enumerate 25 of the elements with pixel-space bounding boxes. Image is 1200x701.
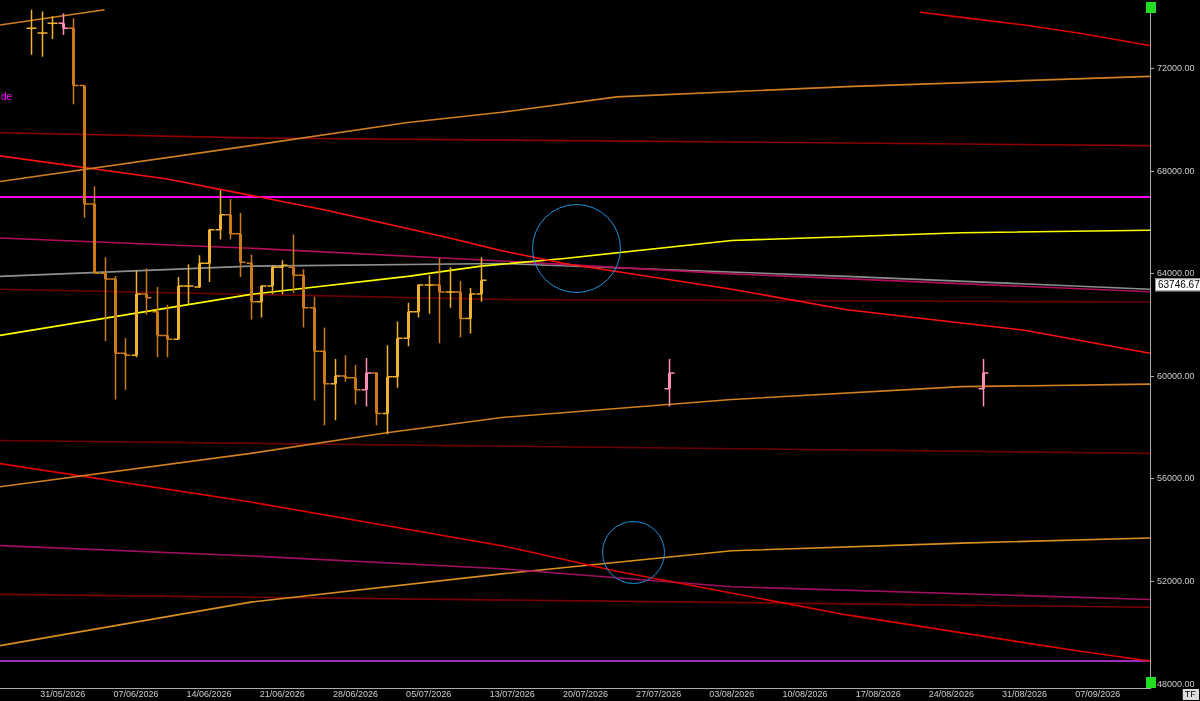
y-tick-label: 64000.00 — [1157, 268, 1195, 279]
x-tick-label: 20/07/2026 — [562, 688, 608, 699]
x-tick-label: 07/09/2026 — [1075, 688, 1121, 699]
y-tick-label: 52000.00 — [1157, 576, 1195, 587]
y-tick-label: 68000.00 — [1157, 165, 1195, 176]
x-tick-label: 14/06/2026 — [186, 688, 232, 699]
y-tick-label: 72000.00 — [1157, 63, 1195, 74]
y-tick-label: 56000.00 — [1157, 473, 1195, 484]
x-tick-label: 05/07/2026 — [406, 688, 452, 699]
x-tick-label: 10/08/2026 — [782, 688, 828, 699]
y-tick-label: 60000.00 — [1157, 370, 1195, 381]
x-tick-label: 31/05/2026 — [40, 688, 86, 699]
x-tick-label: 03/08/2026 — [709, 688, 755, 699]
x-tick-label: 21/06/2026 — [259, 688, 305, 699]
x-tick-label: 27/07/2026 — [636, 688, 682, 699]
x-tick-label: 24/08/2026 — [928, 688, 974, 699]
annotation: de — [1, 90, 13, 102]
x-tick-label: 13/07/2026 — [489, 688, 535, 699]
x-tick-label: 31/08/2026 — [1002, 688, 1048, 699]
text: 63746.67 — [1158, 278, 1200, 290]
x-tick-label: 07/06/2026 — [113, 688, 159, 699]
y-tick-label: 48000.00 — [1157, 678, 1195, 689]
x-tick-label: 17/08/2026 — [855, 688, 901, 699]
x-tick-label: 28/06/2026 — [332, 688, 378, 699]
text: TF — [1184, 689, 1197, 700]
